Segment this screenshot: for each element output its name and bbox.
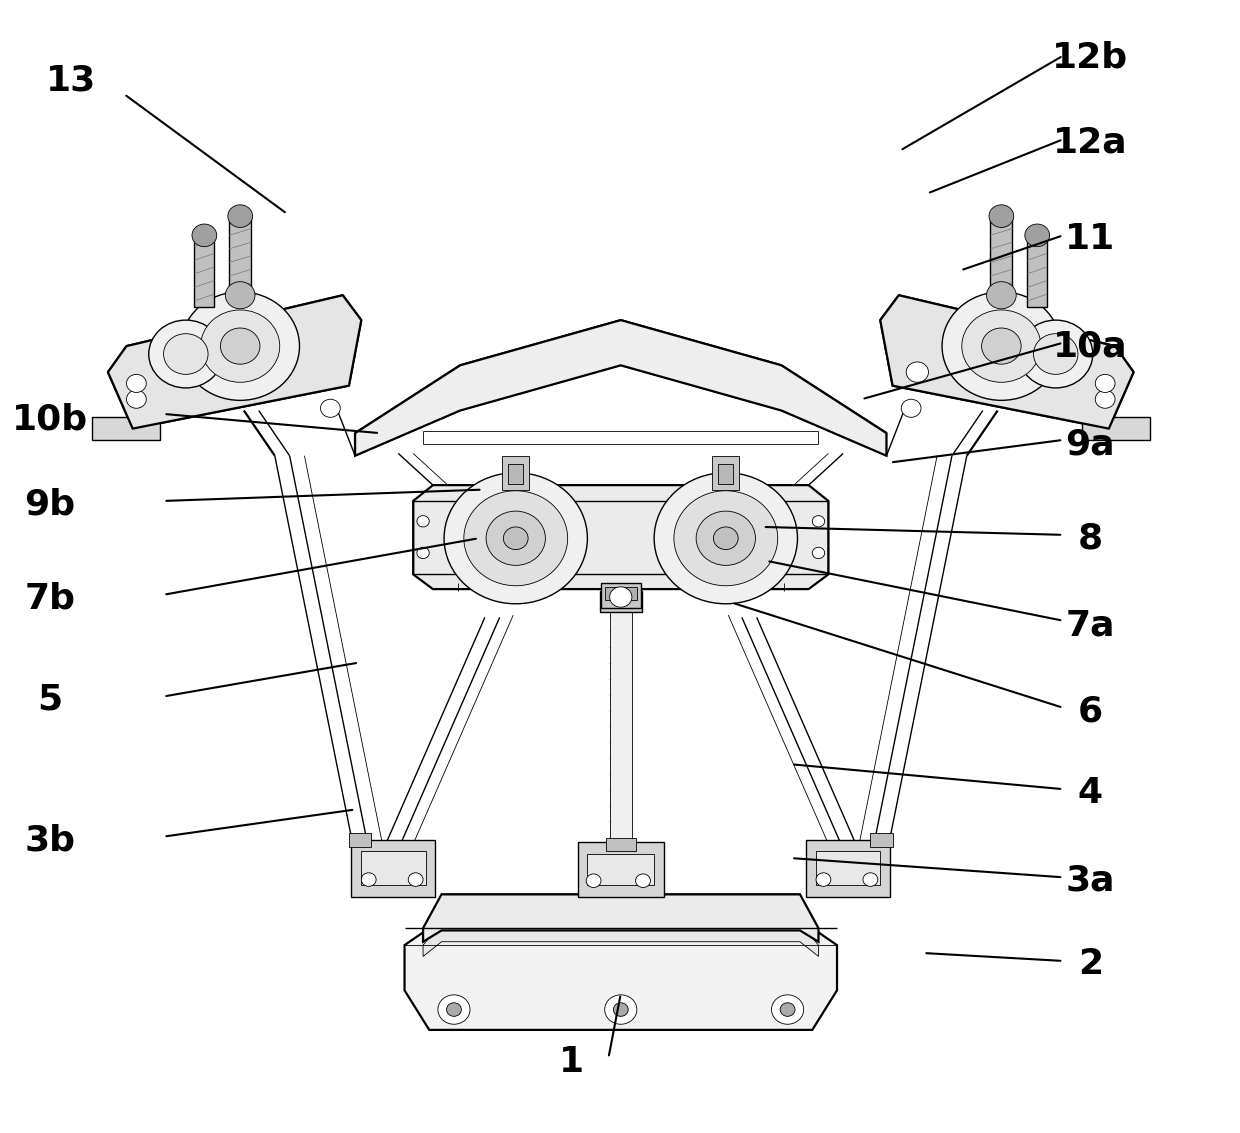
- Circle shape: [503, 527, 528, 550]
- Circle shape: [446, 1003, 461, 1016]
- Circle shape: [1095, 390, 1115, 408]
- Text: 13: 13: [46, 63, 95, 97]
- Text: 9a: 9a: [1065, 427, 1115, 461]
- Circle shape: [614, 1003, 629, 1016]
- Bar: [601, 583, 641, 608]
- Circle shape: [1024, 224, 1049, 247]
- Circle shape: [486, 511, 546, 565]
- Circle shape: [149, 321, 223, 387]
- Circle shape: [780, 1003, 795, 1016]
- Bar: [816, 851, 880, 885]
- Circle shape: [990, 205, 1014, 228]
- Circle shape: [987, 282, 1017, 309]
- Bar: [195, 237, 215, 307]
- Circle shape: [1095, 374, 1115, 392]
- Circle shape: [181, 292, 300, 400]
- Polygon shape: [108, 296, 361, 428]
- Circle shape: [636, 874, 651, 887]
- Circle shape: [696, 511, 755, 565]
- Bar: [605, 587, 637, 600]
- Circle shape: [863, 872, 878, 886]
- Circle shape: [438, 995, 470, 1024]
- Bar: [610, 600, 632, 843]
- Bar: [600, 591, 642, 612]
- Text: 11: 11: [1065, 222, 1116, 256]
- Circle shape: [464, 491, 568, 586]
- Circle shape: [126, 374, 146, 392]
- Text: 3b: 3b: [25, 823, 76, 857]
- Bar: [991, 214, 1013, 296]
- Bar: [351, 840, 435, 896]
- Circle shape: [771, 995, 804, 1024]
- Circle shape: [982, 329, 1021, 364]
- Text: 5: 5: [37, 683, 62, 717]
- Bar: [1081, 417, 1149, 440]
- Circle shape: [226, 282, 255, 309]
- Circle shape: [673, 491, 777, 586]
- Circle shape: [444, 472, 588, 604]
- Bar: [348, 833, 371, 846]
- Circle shape: [228, 205, 253, 228]
- Text: 10a: 10a: [1053, 329, 1127, 363]
- Bar: [806, 840, 890, 896]
- Circle shape: [812, 547, 825, 559]
- Circle shape: [906, 361, 929, 382]
- Text: 7a: 7a: [1065, 608, 1115, 642]
- Circle shape: [164, 334, 208, 374]
- Circle shape: [417, 516, 429, 527]
- Bar: [588, 853, 655, 885]
- Polygon shape: [404, 928, 837, 1030]
- Text: 12b: 12b: [1053, 41, 1128, 75]
- Circle shape: [221, 329, 260, 364]
- Circle shape: [1019, 321, 1092, 387]
- Bar: [606, 837, 636, 851]
- Bar: [578, 842, 665, 896]
- Text: 1: 1: [559, 1045, 584, 1079]
- Bar: [1027, 237, 1047, 307]
- Text: 6: 6: [1078, 695, 1102, 729]
- Circle shape: [610, 587, 632, 607]
- Bar: [229, 214, 252, 296]
- Bar: [361, 851, 425, 885]
- Bar: [870, 833, 893, 846]
- Text: 12a: 12a: [1053, 126, 1127, 160]
- Circle shape: [408, 872, 423, 886]
- Circle shape: [901, 399, 921, 417]
- Bar: [718, 463, 733, 484]
- Polygon shape: [423, 922, 818, 956]
- Polygon shape: [880, 296, 1133, 428]
- Circle shape: [713, 527, 738, 550]
- Text: 3a: 3a: [1065, 863, 1115, 897]
- Bar: [502, 455, 529, 489]
- Polygon shape: [355, 321, 887, 455]
- Text: 4: 4: [1078, 776, 1102, 810]
- Text: 2: 2: [1078, 947, 1102, 981]
- Circle shape: [605, 995, 637, 1024]
- Circle shape: [361, 872, 376, 886]
- Circle shape: [417, 547, 429, 559]
- Text: 7b: 7b: [25, 581, 76, 615]
- Circle shape: [962, 310, 1040, 382]
- Circle shape: [655, 472, 797, 604]
- Bar: [92, 417, 160, 440]
- Polygon shape: [423, 894, 818, 942]
- Text: 8: 8: [1078, 521, 1102, 555]
- Circle shape: [942, 292, 1060, 400]
- Circle shape: [126, 390, 146, 408]
- Circle shape: [812, 516, 825, 527]
- Text: 9b: 9b: [25, 487, 76, 521]
- Circle shape: [320, 399, 340, 417]
- Circle shape: [1033, 334, 1078, 374]
- Polygon shape: [413, 485, 828, 589]
- Circle shape: [816, 872, 831, 886]
- Circle shape: [587, 874, 601, 887]
- Text: 10b: 10b: [12, 402, 88, 436]
- Bar: [508, 463, 523, 484]
- Circle shape: [201, 310, 280, 382]
- Bar: [712, 455, 739, 489]
- Circle shape: [192, 224, 217, 247]
